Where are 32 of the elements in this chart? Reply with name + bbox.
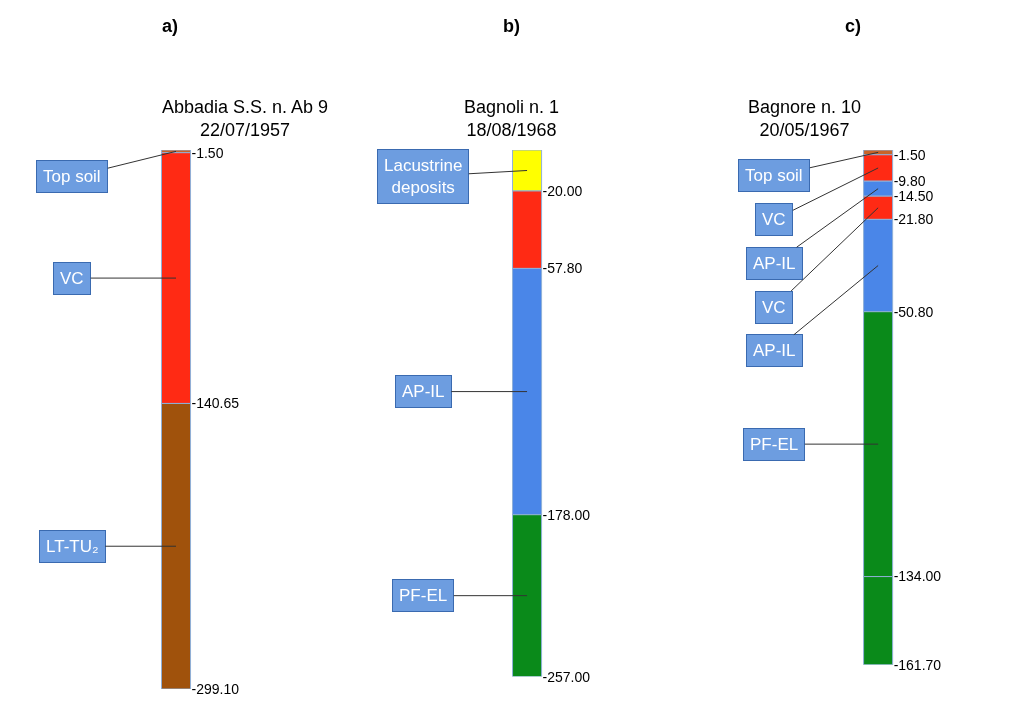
text: AP-IL bbox=[402, 382, 445, 401]
y-tick-label: -140.65 bbox=[191, 395, 240, 412]
text: PF-EL bbox=[399, 586, 448, 605]
y-tick-label: -257.00 bbox=[542, 668, 591, 685]
chart-subtitle: Bagnore n. 10 20/05/1967 bbox=[748, 97, 862, 141]
text: VC bbox=[762, 298, 786, 317]
y-tick-label: -1.50 bbox=[893, 146, 926, 163]
y-tick-label: -57.80 bbox=[542, 260, 583, 277]
text: Top soil bbox=[43, 167, 101, 186]
text: PF-EL bbox=[750, 435, 799, 454]
y-tick-label: -299.10 bbox=[191, 680, 240, 697]
text: VC bbox=[60, 269, 84, 288]
y-tick-label: -178.00 bbox=[542, 506, 591, 523]
text: Lacustrine deposits bbox=[384, 156, 463, 198]
text: VC bbox=[762, 210, 786, 229]
y-tick-label: -9.80 bbox=[893, 173, 926, 190]
text: AP-IL bbox=[753, 341, 796, 360]
y-tick-label: -134.00 bbox=[893, 568, 942, 585]
y-tick-label: -161.70 bbox=[893, 656, 942, 673]
text: LT-TU₂ bbox=[46, 537, 99, 556]
chart-subtitle: Bagnoli n. 1 18/08/1968 bbox=[464, 97, 560, 141]
chart-title: c) bbox=[845, 16, 862, 36]
y-tick-label: -20.00 bbox=[542, 182, 583, 199]
y-tick-label: -50.80 bbox=[893, 303, 934, 320]
chart-title: b) bbox=[503, 16, 520, 36]
chart-title: a) bbox=[162, 16, 179, 36]
text: AP-IL bbox=[753, 254, 796, 273]
text: Abbadia S.S. n. Ab 9 22/07/1957 bbox=[162, 97, 329, 141]
text: Top soil bbox=[745, 166, 803, 185]
y-tick-label: -21.80 bbox=[893, 211, 934, 228]
y-tick-label: -14.50 bbox=[893, 188, 934, 205]
y-tick-label: -1.50 bbox=[191, 144, 224, 161]
